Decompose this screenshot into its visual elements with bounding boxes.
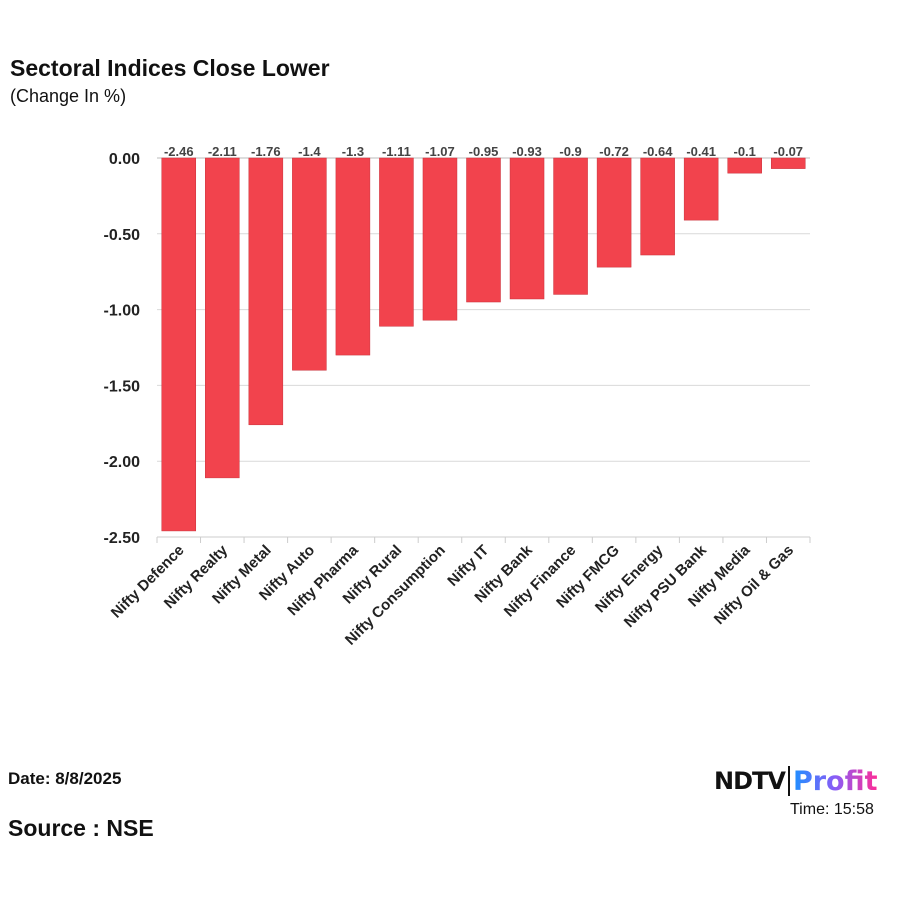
data-label: -1.3 xyxy=(342,144,364,159)
data-label: -1.4 xyxy=(298,144,321,159)
data-label: -0.72 xyxy=(599,144,629,159)
bar xyxy=(466,157,501,303)
source-label: Source : NSE xyxy=(8,815,154,841)
chart-subtitle: (Change In %) xyxy=(10,86,127,106)
bar xyxy=(509,157,545,300)
data-label: -0.64 xyxy=(643,144,673,159)
time-label: Time: 15:58 xyxy=(790,801,874,818)
logo-divider xyxy=(787,766,790,796)
bar xyxy=(161,157,197,532)
y-tick-label: -1.50 xyxy=(104,378,141,395)
bar xyxy=(292,157,327,371)
data-label: -0.1 xyxy=(733,144,755,159)
data-label: -0.95 xyxy=(469,144,499,159)
y-tick-label: -2.50 xyxy=(104,530,141,547)
bar xyxy=(379,157,414,327)
x-tick-label: Nifty Defence xyxy=(108,542,188,622)
x-tick-label: Nifty Oil & Gas xyxy=(711,542,797,628)
chart-title: Sectoral Indices Close Lower xyxy=(10,55,330,81)
data-label: -1.07 xyxy=(425,144,455,159)
data-label: -0.41 xyxy=(686,144,716,159)
y-tick-label: 0.00 xyxy=(109,151,140,168)
bar xyxy=(596,157,632,268)
y-tick-label: -0.50 xyxy=(104,227,141,244)
logo-ndtv: NDTV xyxy=(714,767,786,795)
data-label: -0.9 xyxy=(559,144,581,159)
data-label: -2.11 xyxy=(208,144,237,159)
data-label: -1.11 xyxy=(382,144,411,159)
logo-profit: Profit xyxy=(792,765,878,797)
y-tick-label: -2.00 xyxy=(104,454,141,471)
bar xyxy=(770,157,806,169)
bar xyxy=(640,157,675,256)
bar xyxy=(553,157,588,295)
ndtv-profit-logo: NDTV Profit xyxy=(714,765,878,797)
data-label: -2.46 xyxy=(164,144,194,159)
bar xyxy=(422,157,458,321)
bar xyxy=(205,157,240,479)
data-label: -0.07 xyxy=(773,144,803,159)
data-label: -1.76 xyxy=(251,144,281,159)
bar xyxy=(727,157,762,174)
bar xyxy=(248,157,284,426)
y-tick-label: -1.00 xyxy=(104,303,141,320)
bar xyxy=(335,157,371,356)
data-label: -0.93 xyxy=(512,144,542,159)
bar xyxy=(683,157,719,221)
date-label: Date: 8/8/2025 xyxy=(8,769,122,788)
